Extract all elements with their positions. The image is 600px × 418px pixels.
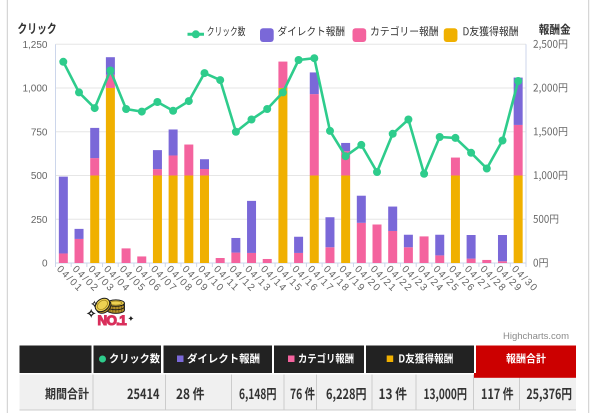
svg-text:NO.1: NO.1: [98, 313, 128, 328]
svg-text:0: 0: [42, 259, 48, 270]
svg-text:Highcharts.com: Highcharts.com: [503, 331, 569, 342]
svg-text:1,250: 1,250: [22, 40, 47, 51]
svg-text:750: 750: [31, 127, 48, 138]
svg-text:1,000: 1,000: [22, 84, 47, 95]
svg-text:500: 500: [31, 171, 48, 182]
svg-text:250: 250: [31, 215, 48, 226]
